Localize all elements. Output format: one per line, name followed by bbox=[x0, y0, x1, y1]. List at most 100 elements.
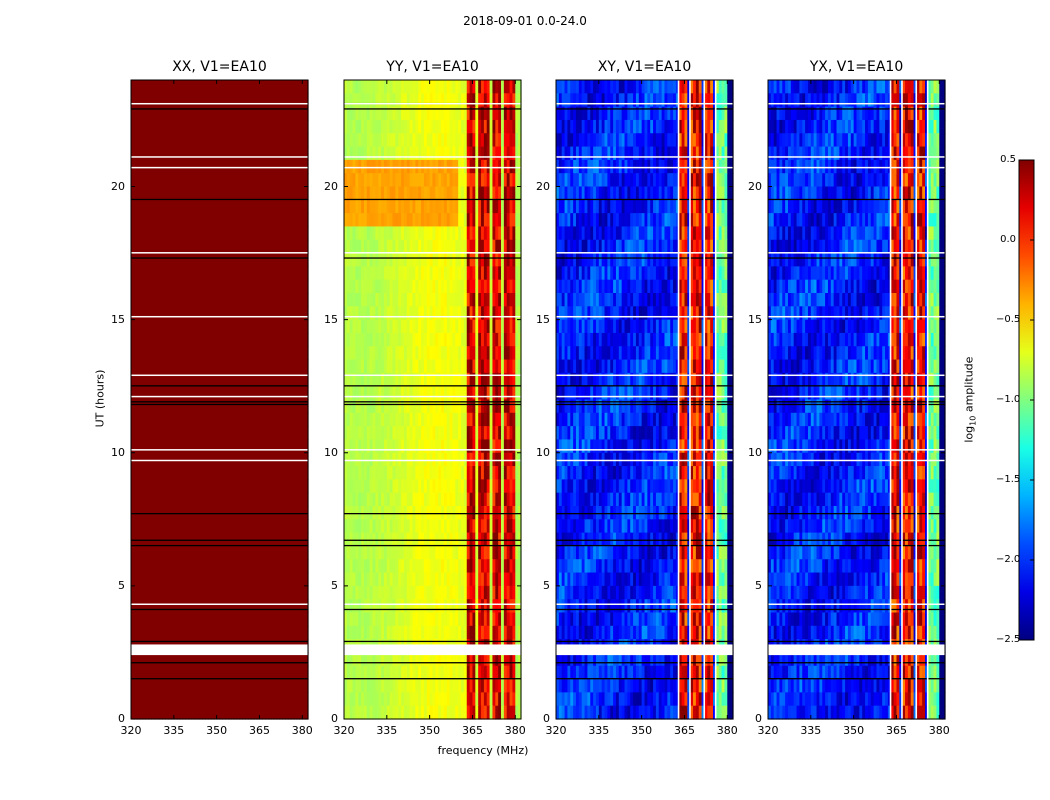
heatmap-cell bbox=[443, 372, 448, 387]
heatmap-cell bbox=[190, 506, 195, 520]
heatmap-cell bbox=[230, 545, 235, 560]
heatmap-cell bbox=[188, 452, 192, 467]
heatmap-cell bbox=[168, 439, 172, 454]
heatmap-cell bbox=[288, 133, 292, 148]
heatmap-cell bbox=[153, 479, 158, 494]
heatmap-cell bbox=[406, 253, 411, 267]
heatmap-cell bbox=[248, 452, 252, 467]
heatmap-cell bbox=[168, 612, 172, 627]
heatmap-cell bbox=[486, 399, 491, 414]
heatmap-cell bbox=[395, 186, 399, 201]
heatmap-cell bbox=[285, 492, 289, 507]
heatmap-cell bbox=[366, 306, 371, 321]
heatmap-cell bbox=[288, 319, 292, 334]
heatmap-cell bbox=[401, 253, 405, 267]
heatmap-cell bbox=[495, 293, 499, 307]
heatmap-cell bbox=[156, 492, 161, 507]
heatmap-cell bbox=[299, 572, 303, 587]
heatmap-cell bbox=[418, 492, 422, 507]
heatmap-cell bbox=[208, 199, 212, 214]
heatmap-cell bbox=[403, 439, 408, 454]
heatmap-cell bbox=[475, 186, 479, 201]
heatmap-cell bbox=[279, 466, 283, 480]
heatmap-cell bbox=[501, 159, 505, 174]
heatmap-cell bbox=[216, 319, 221, 334]
heatmap-cell bbox=[296, 106, 301, 121]
heatmap-cell bbox=[162, 452, 166, 467]
heatmap-cell bbox=[305, 173, 309, 188]
heatmap-cell bbox=[403, 80, 408, 94]
heatmap-cell bbox=[190, 492, 195, 507]
heatmap-cell bbox=[489, 266, 494, 281]
heatmap-cell bbox=[162, 426, 166, 441]
heatmap-cell bbox=[219, 692, 223, 707]
heatmap-cell bbox=[133, 399, 138, 414]
heatmap-cell bbox=[219, 306, 223, 321]
heatmap-cell bbox=[305, 239, 309, 254]
heatmap-cell bbox=[463, 293, 468, 307]
heatmap-cell bbox=[142, 519, 146, 534]
heatmap-cell bbox=[381, 93, 385, 108]
heatmap-cell bbox=[199, 466, 203, 480]
heatmap-cell bbox=[285, 625, 289, 640]
heatmap-cell bbox=[285, 106, 289, 121]
heatmap-cell bbox=[133, 452, 138, 467]
heatmap-cell bbox=[279, 133, 283, 148]
heatmap-cell bbox=[253, 692, 258, 707]
heatmap-cell bbox=[225, 492, 229, 507]
heatmap-cell bbox=[383, 293, 388, 307]
heatmap-cell bbox=[176, 679, 181, 693]
heatmap-cell bbox=[222, 532, 226, 547]
heatmap-cell bbox=[515, 133, 519, 148]
heatmap-cell bbox=[262, 705, 266, 720]
heatmap-cell bbox=[346, 306, 351, 321]
heatmap-cell bbox=[296, 119, 301, 134]
heatmap-cell bbox=[498, 319, 502, 334]
heatmap-cell bbox=[185, 93, 189, 108]
heatmap-cell bbox=[401, 146, 405, 161]
heatmap-cell bbox=[279, 599, 283, 614]
heatmap-cell bbox=[156, 386, 161, 401]
heatmap-cell bbox=[344, 386, 348, 401]
heatmap-cell bbox=[268, 412, 272, 427]
heatmap-cell bbox=[202, 519, 206, 534]
heatmap-cell bbox=[205, 452, 209, 467]
heatmap-cell bbox=[250, 253, 255, 267]
heatmap-cell bbox=[250, 106, 255, 121]
heatmap-cell bbox=[168, 452, 172, 467]
heatmap-cell bbox=[136, 186, 141, 201]
heatmap-cell bbox=[270, 253, 275, 267]
heatmap-cell bbox=[208, 506, 212, 520]
heatmap-cell bbox=[443, 80, 448, 94]
heatmap-cell bbox=[466, 119, 471, 134]
heatmap-cell bbox=[299, 226, 303, 241]
heatmap-cell bbox=[242, 679, 246, 693]
heatmap-cell bbox=[156, 466, 161, 480]
heatmap-cell bbox=[483, 492, 488, 507]
heatmap-cell bbox=[489, 186, 494, 201]
heatmap-cell bbox=[248, 199, 252, 214]
heatmap-cell bbox=[486, 439, 491, 454]
heatmap-cell bbox=[458, 372, 462, 387]
heatmap-cell bbox=[296, 239, 301, 254]
heatmap-cell bbox=[150, 186, 155, 201]
heatmap-cell bbox=[193, 439, 198, 454]
heatmap-cell bbox=[196, 665, 201, 680]
heatmap-cell bbox=[142, 625, 146, 640]
heatmap-cell bbox=[501, 146, 505, 161]
heatmap-cell bbox=[245, 399, 249, 414]
heatmap-cell bbox=[268, 466, 272, 480]
heatmap-cell bbox=[153, 266, 158, 281]
panel-xx bbox=[130, 79, 309, 720]
heatmap-cell bbox=[455, 186, 459, 201]
heatmap-cell bbox=[446, 439, 451, 454]
heatmap-cell bbox=[131, 479, 135, 494]
heatmap-cell bbox=[190, 346, 195, 361]
heatmap-cell bbox=[145, 559, 149, 574]
heatmap-cell bbox=[153, 332, 158, 347]
heatmap-cell bbox=[213, 186, 218, 201]
heatmap-cell bbox=[188, 213, 192, 228]
heatmap-cell bbox=[242, 119, 246, 134]
heatmap-cell bbox=[176, 319, 181, 334]
heatmap-cell bbox=[305, 346, 309, 361]
